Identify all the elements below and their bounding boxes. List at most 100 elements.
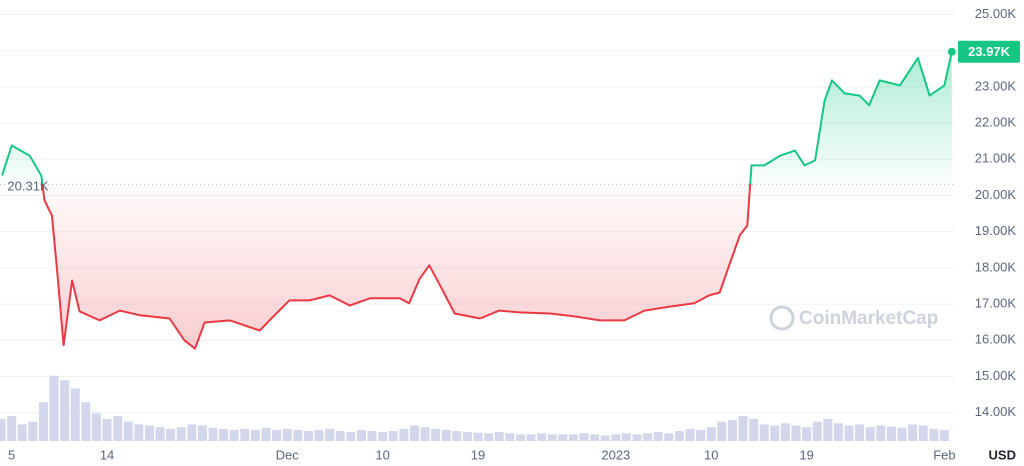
volume-bar	[611, 434, 621, 441]
volume-bar	[770, 425, 780, 441]
volume-bar	[833, 423, 843, 441]
volume-bar	[272, 429, 282, 441]
x-tick-label: 10	[375, 447, 389, 462]
x-tick-label: 14	[100, 447, 114, 462]
volume-bar	[908, 424, 918, 441]
volume-bar	[855, 424, 865, 441]
volume-bar	[462, 432, 472, 441]
volume-bar	[208, 427, 218, 441]
volume-bar	[791, 425, 801, 441]
volume-bars	[0, 375, 949, 441]
volume-bar	[388, 431, 398, 441]
volume-bar	[452, 431, 462, 441]
volume-bar	[494, 432, 504, 441]
volume-bar	[70, 388, 80, 441]
watermark-logo	[769, 305, 795, 331]
volume-bar	[113, 416, 123, 441]
volume-bar	[738, 416, 748, 441]
price-area	[2, 51, 952, 349]
volume-bar	[823, 418, 833, 441]
volume-bar	[600, 435, 610, 441]
volume-bar	[812, 421, 822, 441]
volume-bar	[356, 429, 366, 441]
volume-bar	[155, 427, 165, 441]
volume-bar	[346, 432, 356, 441]
volume-bar	[293, 429, 303, 441]
baseline-label: 20.31K	[7, 179, 49, 194]
volume-bar	[929, 428, 939, 441]
y-tick-label: 18.00K	[975, 259, 1017, 274]
y-tick-label: 17.00K	[975, 296, 1017, 311]
x-tick-label: 19	[799, 447, 813, 462]
x-tick-label: Dec	[276, 447, 300, 462]
volume-bar	[696, 429, 706, 441]
volume-bar	[49, 375, 59, 441]
volume-bar	[38, 402, 48, 441]
y-tick-label: 25.00K	[975, 6, 1017, 21]
volume-bar	[399, 428, 409, 441]
volume-bar	[261, 427, 271, 441]
volume-bar	[187, 424, 197, 441]
currency-label: USD	[989, 447, 1016, 462]
volume-bar	[526, 434, 536, 441]
last-value-box	[958, 40, 1020, 63]
volume-bar	[802, 427, 812, 441]
volume-bar	[865, 427, 875, 441]
volume-bar	[314, 429, 324, 441]
plot: 20.31K	[0, 47, 956, 350]
volume-bar	[0, 418, 6, 441]
volume-bar	[282, 428, 292, 441]
y-tick-label: 22.00K	[975, 115, 1017, 130]
volume-bar	[759, 424, 769, 441]
volume-bar	[685, 428, 695, 441]
y-tick-label: 14.00K	[975, 404, 1017, 419]
volume-bar	[303, 431, 313, 441]
volume-bar	[250, 429, 260, 441]
volume-bar	[367, 431, 377, 441]
volume-bar	[674, 431, 684, 441]
y-tick-label: 19.00K	[975, 223, 1017, 238]
volume-bar	[219, 428, 229, 441]
volume-bar	[897, 427, 907, 441]
volume-bar	[473, 432, 483, 441]
volume-bar	[579, 433, 589, 441]
x-tick-label: 19	[471, 447, 485, 462]
last-value-label: 23.97K	[968, 44, 1011, 59]
volume-bar	[717, 421, 727, 441]
volume-bar	[17, 424, 27, 441]
last-point	[947, 47, 956, 56]
volume-bar	[515, 434, 525, 441]
y-tick-label: 15.00K	[975, 368, 1017, 383]
volume-bar	[144, 425, 154, 441]
volume-bar	[81, 402, 91, 441]
volume-bar	[547, 434, 557, 441]
volume-bar	[409, 425, 419, 441]
x-tick-label: 2023	[601, 447, 630, 462]
volume-bar	[844, 425, 854, 441]
volume-bar	[60, 380, 70, 441]
volume-bar	[590, 434, 600, 441]
volume-bar	[134, 424, 144, 441]
x-tick-label: 5	[8, 447, 15, 462]
volume-bar	[335, 431, 345, 441]
volume-bar	[325, 428, 335, 441]
volume-bar	[91, 413, 101, 441]
volume-bar	[621, 433, 631, 441]
volume-bar	[166, 428, 176, 441]
volume-bar	[431, 428, 441, 441]
volume-bar	[7, 416, 17, 441]
x-tick-label: Feb	[933, 447, 955, 462]
volume-bar	[939, 429, 949, 441]
x-tick-label: 10	[704, 447, 718, 462]
volume-bar	[749, 418, 759, 441]
volume-bar	[568, 434, 578, 441]
volume-bar	[537, 433, 547, 441]
volume-bar	[780, 423, 790, 441]
volume-bar	[653, 432, 663, 441]
watermark: CoinMarketCap	[769, 305, 938, 331]
y-tick-label: 21.00K	[975, 151, 1017, 166]
y-tick-label: 23.00K	[975, 78, 1017, 93]
volume-bar	[664, 433, 674, 441]
y-tick-label: 16.00K	[975, 332, 1017, 347]
volume-bar	[505, 433, 515, 441]
